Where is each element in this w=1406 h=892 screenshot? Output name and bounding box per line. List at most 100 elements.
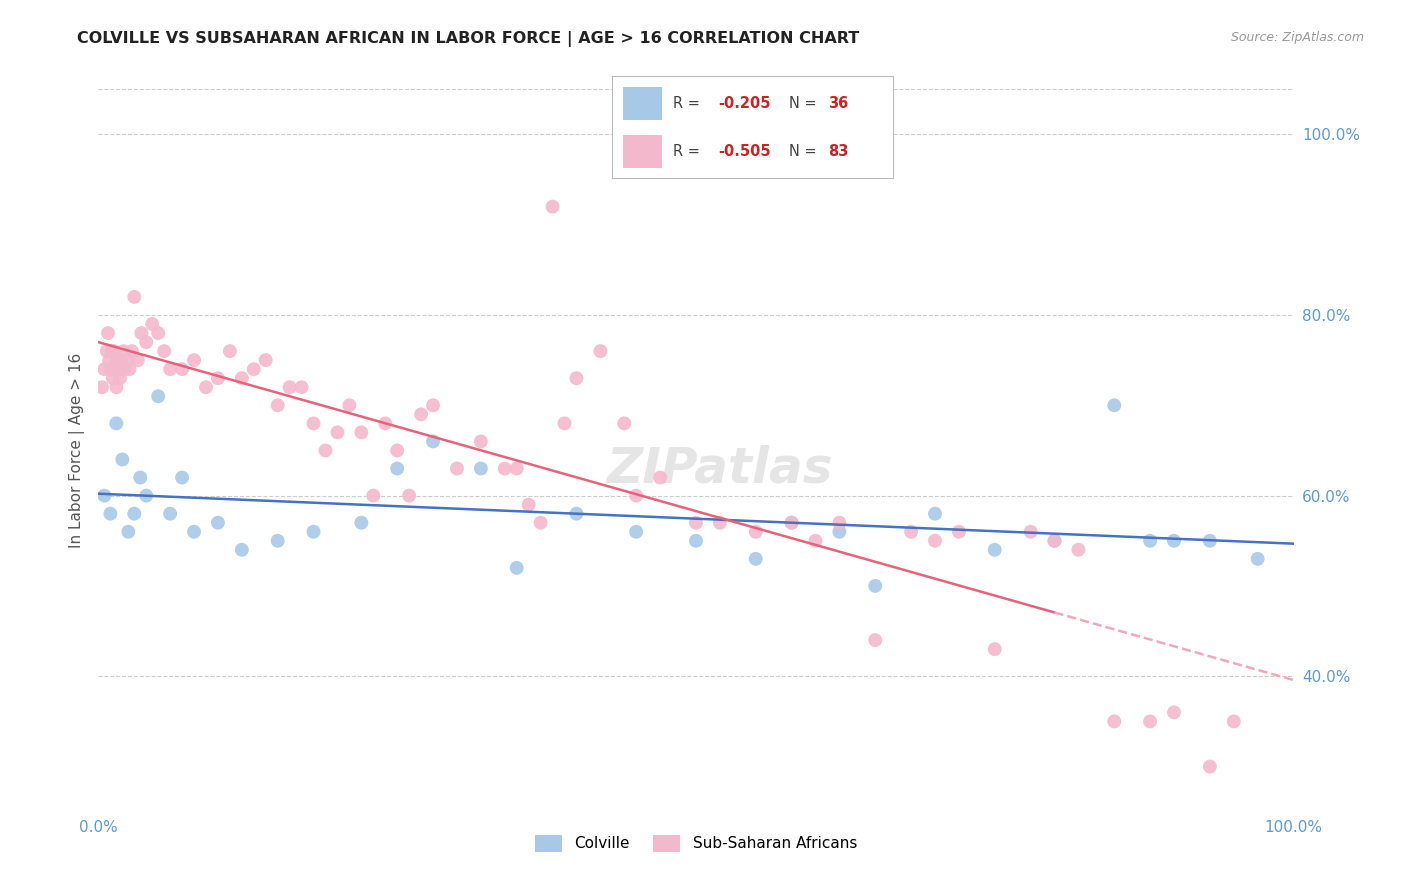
Text: -0.205: -0.205	[718, 96, 770, 111]
Point	[398, 489, 420, 503]
Point	[446, 461, 468, 475]
Point	[91, 380, 114, 394]
Point	[183, 524, 205, 539]
Point	[107, 353, 129, 368]
Point	[865, 579, 887, 593]
Point	[1163, 533, 1185, 548]
Point	[506, 561, 529, 575]
Point	[129, 470, 152, 484]
Point	[470, 461, 492, 475]
Point	[103, 344, 125, 359]
Point	[984, 542, 1007, 557]
Text: -0.505: -0.505	[718, 145, 770, 160]
Point	[326, 425, 349, 440]
Point	[135, 489, 157, 503]
Point	[1223, 714, 1246, 729]
Point	[350, 516, 373, 530]
Text: Source: ZipAtlas.com: Source: ZipAtlas.com	[1230, 31, 1364, 45]
Point	[121, 344, 143, 359]
Point	[100, 344, 122, 359]
Point	[267, 398, 290, 412]
Point	[127, 353, 149, 368]
Point	[385, 461, 409, 475]
Point	[254, 353, 277, 368]
Point	[105, 380, 128, 394]
Point	[105, 417, 128, 431]
Point	[118, 362, 141, 376]
Point	[948, 524, 970, 539]
Point	[554, 417, 576, 431]
Point	[1067, 542, 1090, 557]
Text: R =: R =	[673, 96, 704, 111]
Point	[231, 542, 253, 557]
Point	[613, 417, 636, 431]
Point	[828, 516, 851, 530]
Point	[98, 353, 121, 368]
Point	[804, 533, 827, 548]
Point	[153, 344, 176, 359]
Point	[183, 353, 205, 368]
Point	[108, 371, 131, 385]
Point	[141, 317, 163, 331]
Point	[924, 507, 946, 521]
Point	[159, 362, 181, 376]
Point	[470, 434, 492, 449]
Point	[302, 417, 325, 431]
Point	[565, 371, 588, 385]
Point	[112, 344, 135, 359]
Point	[315, 443, 337, 458]
Point	[124, 507, 146, 521]
Point	[900, 524, 922, 539]
Point	[745, 551, 768, 566]
Point	[1199, 759, 1222, 773]
Y-axis label: In Labor Force | Age > 16: In Labor Force | Age > 16	[69, 353, 84, 548]
Point	[422, 398, 444, 412]
Point	[124, 290, 146, 304]
Point	[207, 516, 229, 530]
Point	[385, 443, 409, 458]
Point	[278, 380, 301, 394]
Point	[131, 326, 153, 340]
Point	[494, 461, 516, 475]
Text: N =: N =	[789, 145, 821, 160]
Point	[709, 516, 731, 530]
Point	[1139, 714, 1161, 729]
Bar	[623, 87, 662, 120]
Point	[1043, 533, 1066, 548]
Point	[374, 417, 396, 431]
Point	[565, 507, 588, 521]
Point	[1104, 714, 1126, 729]
Point	[114, 362, 136, 376]
Point	[828, 524, 851, 539]
Point	[291, 380, 314, 394]
Point	[148, 389, 170, 403]
Point	[148, 326, 170, 340]
Point	[267, 533, 290, 548]
Point	[745, 524, 768, 539]
Point	[589, 344, 612, 359]
Point	[135, 334, 157, 349]
Point	[984, 642, 1007, 657]
Text: N =: N =	[789, 96, 821, 111]
Text: 83: 83	[828, 145, 848, 160]
Point	[1104, 398, 1126, 412]
Point	[685, 533, 707, 548]
Point	[339, 398, 361, 412]
Point	[350, 425, 373, 440]
Point	[219, 344, 242, 359]
Point	[207, 371, 229, 385]
Point	[530, 516, 553, 530]
Legend: Colville, Sub-Saharan Africans: Colville, Sub-Saharan Africans	[529, 829, 863, 858]
Point	[231, 371, 253, 385]
Bar	[623, 136, 662, 168]
Point	[422, 434, 444, 449]
Point	[93, 489, 115, 503]
Point	[1019, 524, 1042, 539]
Point	[111, 362, 134, 376]
Point	[98, 362, 122, 376]
Point	[924, 533, 946, 548]
Point	[159, 507, 181, 521]
Text: 36: 36	[828, 96, 848, 111]
Point	[172, 362, 194, 376]
Point	[780, 516, 803, 530]
